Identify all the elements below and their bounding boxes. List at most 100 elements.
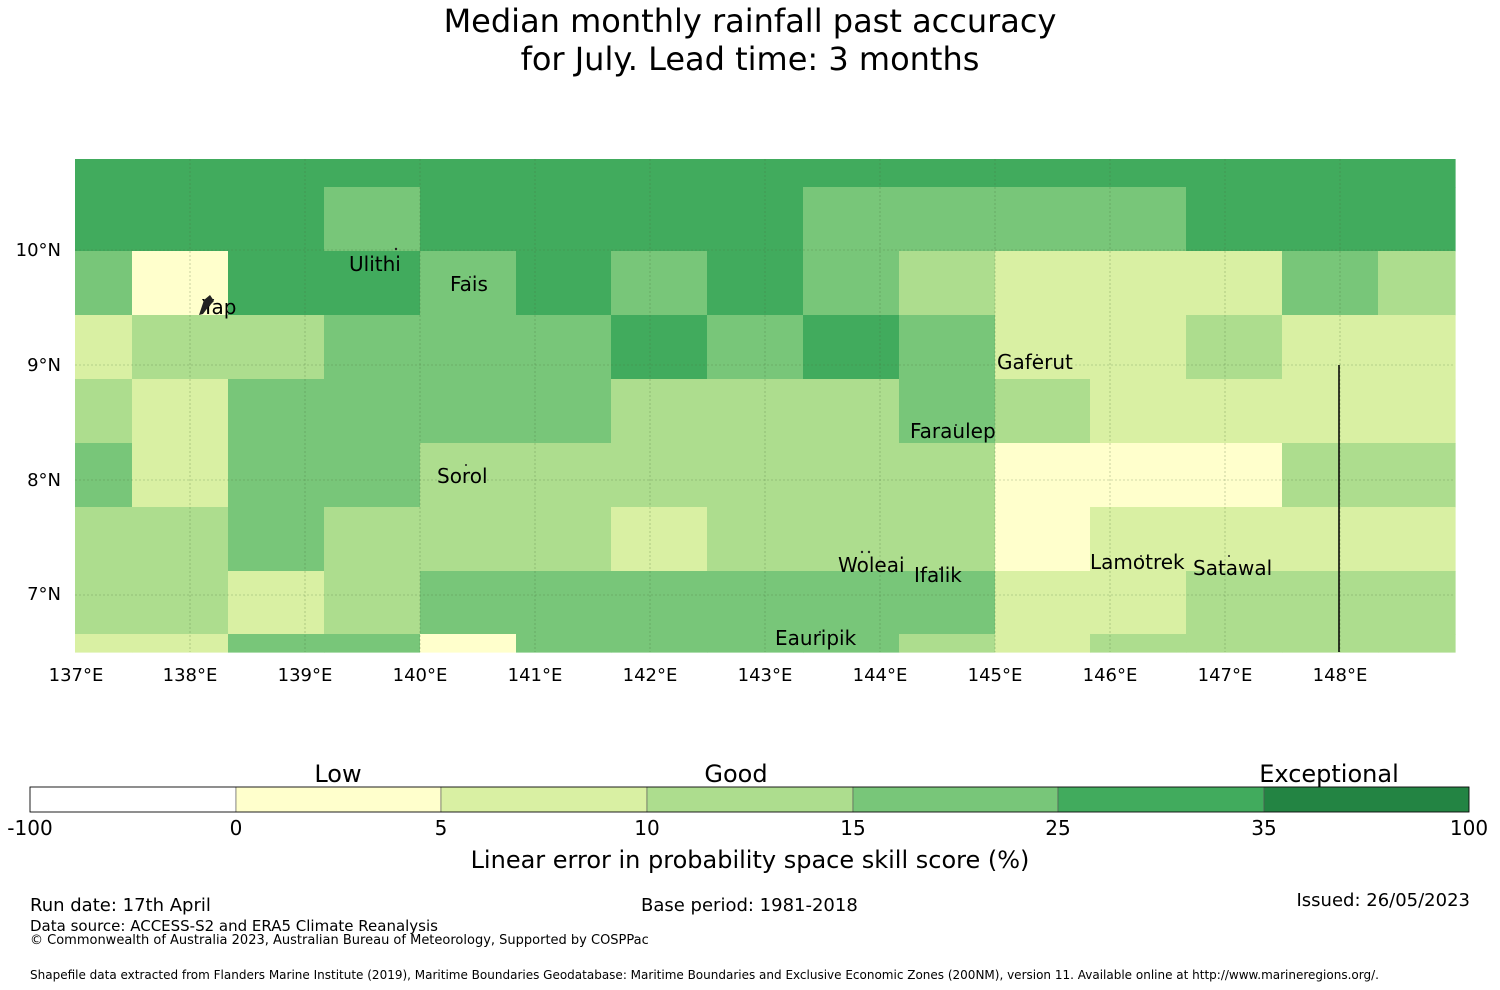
map-cell	[324, 571, 421, 635]
map-cell	[707, 251, 804, 316]
map-cell	[995, 634, 1091, 653]
map-cell	[899, 251, 996, 316]
run-date: Run date: 17th April	[30, 895, 211, 916]
lat-tick-label: 9°N	[27, 355, 61, 376]
map-cell	[611, 251, 708, 316]
legend-swatch	[646, 786, 854, 813]
map-cell	[1378, 187, 1456, 252]
map-cell	[75, 571, 133, 635]
map-cell	[516, 379, 612, 444]
map-cell	[1090, 379, 1187, 444]
map-cell	[75, 443, 133, 508]
map-cell	[75, 315, 133, 380]
map-cell	[420, 315, 517, 380]
map-cell	[707, 379, 804, 444]
map-cell	[324, 634, 421, 653]
island-label-lamotrek: Lamotrek	[1090, 550, 1185, 574]
island-label-fais: Fais	[450, 272, 488, 296]
island-label-gaferut: Gaferut	[997, 350, 1073, 374]
map-cell	[1282, 187, 1379, 252]
map-cell	[995, 507, 1091, 572]
lon-tick-label: 141°E	[508, 665, 563, 686]
map-cell	[1186, 507, 1283, 572]
lon-tick-label: 147°E	[1198, 665, 1253, 686]
map-cell	[75, 251, 133, 316]
island-label-ulithi: Ulithi	[349, 252, 401, 276]
map-cell	[228, 507, 325, 572]
map-cell	[1378, 251, 1456, 316]
map-cell	[1186, 379, 1283, 444]
map-cell	[995, 159, 1091, 188]
map-cell	[899, 443, 996, 508]
map-cell	[75, 159, 133, 188]
legend-frame	[29, 786, 1470, 813]
map-cell	[228, 443, 325, 508]
legend-swatch	[235, 786, 442, 813]
map-cell	[516, 634, 612, 653]
map-cell	[516, 159, 612, 188]
map-cell	[803, 443, 900, 508]
legend-tick-label: 0	[230, 816, 243, 840]
map-cell	[324, 379, 421, 444]
map-cell	[516, 187, 612, 252]
map-cell	[228, 634, 325, 653]
map-cell	[516, 315, 612, 380]
map-cell	[516, 571, 612, 635]
map-cell	[1378, 634, 1456, 653]
island-label-eauripik: Eauripik	[775, 626, 857, 650]
map-cell	[1378, 571, 1456, 635]
map-cell	[707, 571, 804, 635]
map-cell	[324, 315, 421, 380]
map-cell	[1090, 507, 1187, 572]
legend-tick-label: 5	[435, 816, 448, 840]
map-cell	[228, 315, 325, 380]
map-cell	[899, 159, 996, 188]
map-cell	[1090, 159, 1187, 188]
island-label-faraulep: Faraulep	[910, 419, 996, 443]
map-cell	[420, 187, 517, 252]
map-cell	[995, 315, 1091, 380]
map-cell	[1378, 379, 1456, 444]
map-cell	[803, 507, 900, 572]
legend-tick-label: 100	[1450, 816, 1488, 840]
map-cell	[611, 443, 708, 508]
map-cell	[1186, 187, 1283, 252]
base-period: Base period: 1981-2018	[641, 895, 858, 916]
map-cell	[324, 187, 421, 252]
map-cell	[516, 507, 612, 572]
map-cell	[228, 379, 325, 444]
map-cell	[995, 251, 1091, 316]
lon-tick-label: 145°E	[968, 665, 1023, 686]
map-cell	[1282, 379, 1379, 444]
issued-date: Issued: 26/05/2023	[1296, 890, 1470, 911]
legend-tick-label: 15	[840, 816, 865, 840]
map-cell	[995, 571, 1091, 635]
map-cell	[611, 507, 708, 572]
legend-swatch	[440, 786, 648, 813]
map-cell	[1186, 159, 1283, 188]
map-cell	[132, 251, 229, 316]
map-cell	[1186, 315, 1283, 380]
map-cell	[1090, 315, 1187, 380]
data-source: Data source: ACCESS-S2 and ERA5 Climate …	[30, 917, 438, 935]
yap-island-shape	[199, 295, 214, 315]
legend-swatch	[29, 786, 237, 813]
atoll-dots	[394, 247, 1230, 633]
map-cell	[803, 251, 900, 316]
map-cell	[1282, 443, 1379, 508]
map-cell	[803, 379, 900, 444]
copyright-notice: © Commonwealth of Australia 2023, Austra…	[30, 933, 649, 948]
island-label-woleai: Woleai	[838, 553, 905, 577]
legend-tick-label: 10	[634, 816, 659, 840]
map-cell	[1378, 507, 1456, 572]
map-cell	[611, 187, 708, 252]
map-cell	[899, 507, 996, 572]
legend-swatch	[852, 786, 1059, 813]
lon-tick-label: 148°E	[1313, 665, 1368, 686]
map-cell	[995, 379, 1091, 444]
map-cell	[995, 187, 1091, 252]
map-title-line2: for July. Lead time: 3 months	[520, 40, 980, 78]
map-cell	[899, 315, 996, 380]
lon-tick-label: 138°E	[163, 665, 218, 686]
